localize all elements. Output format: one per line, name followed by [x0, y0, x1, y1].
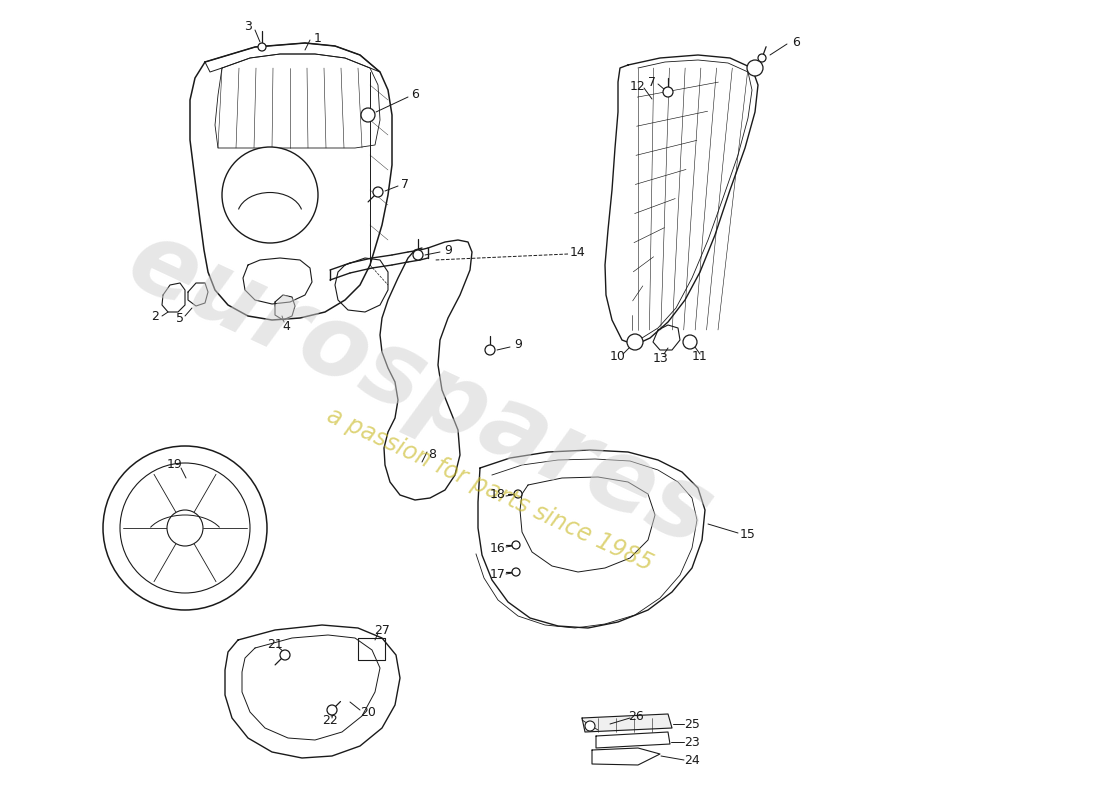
Text: 14: 14 — [570, 246, 586, 258]
Text: 18: 18 — [491, 489, 506, 502]
Text: 16: 16 — [491, 542, 506, 554]
Text: 10: 10 — [610, 350, 626, 362]
Text: a passion for parts since 1985: a passion for parts since 1985 — [323, 404, 657, 576]
Text: 1: 1 — [315, 31, 322, 45]
Text: 3: 3 — [244, 21, 252, 34]
Circle shape — [280, 650, 290, 660]
Circle shape — [412, 250, 424, 260]
Circle shape — [361, 108, 375, 122]
Text: 2: 2 — [151, 310, 158, 322]
Text: 22: 22 — [322, 714, 338, 726]
Text: 17: 17 — [491, 569, 506, 582]
Circle shape — [258, 43, 266, 51]
Text: 5: 5 — [176, 311, 184, 325]
Circle shape — [103, 446, 267, 610]
Text: 9: 9 — [514, 338, 521, 351]
Text: 4: 4 — [282, 319, 290, 333]
Text: eurospares: eurospares — [113, 212, 727, 568]
Text: 19: 19 — [167, 458, 183, 471]
Text: 25: 25 — [684, 718, 700, 730]
Circle shape — [747, 60, 763, 76]
Text: 12: 12 — [630, 79, 646, 93]
Circle shape — [512, 541, 520, 549]
Circle shape — [514, 490, 522, 498]
Text: 8: 8 — [428, 449, 436, 462]
Circle shape — [373, 187, 383, 197]
Circle shape — [167, 510, 204, 546]
Text: 9: 9 — [444, 243, 452, 257]
Text: 24: 24 — [684, 754, 700, 766]
Circle shape — [485, 345, 495, 355]
Text: 7: 7 — [402, 178, 409, 191]
Text: 11: 11 — [692, 350, 708, 363]
Polygon shape — [582, 714, 672, 732]
Circle shape — [512, 568, 520, 576]
Text: 27: 27 — [374, 623, 389, 637]
Circle shape — [327, 705, 337, 715]
Text: 21: 21 — [267, 638, 283, 651]
Circle shape — [683, 335, 697, 349]
Text: 13: 13 — [653, 351, 669, 365]
Text: 26: 26 — [628, 710, 643, 722]
Text: 15: 15 — [740, 529, 756, 542]
Circle shape — [222, 147, 318, 243]
Circle shape — [663, 87, 673, 97]
Text: 23: 23 — [684, 735, 700, 749]
Circle shape — [758, 54, 766, 62]
Text: 7: 7 — [648, 75, 656, 89]
Circle shape — [585, 721, 595, 731]
Text: 6: 6 — [792, 35, 800, 49]
Text: 6: 6 — [411, 89, 419, 102]
Text: 20: 20 — [360, 706, 376, 718]
Circle shape — [627, 334, 644, 350]
